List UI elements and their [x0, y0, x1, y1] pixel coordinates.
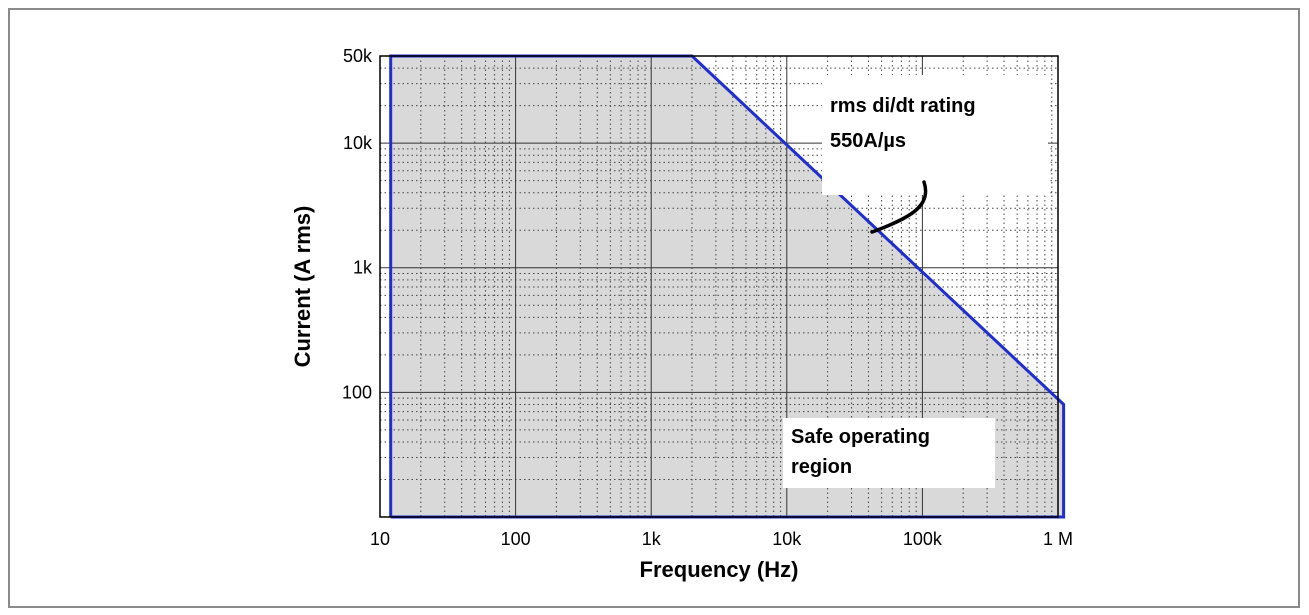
- y-tick-label: 10k: [343, 133, 373, 153]
- y-tick-label: 100: [342, 382, 372, 402]
- annotation-safe-line1: Safe operating: [791, 426, 930, 448]
- x-tick-label: 100: [501, 529, 531, 549]
- annotation-safe-line2: region: [791, 456, 852, 478]
- chart-svg: 10 100 1k 10k 100k 1 M 100 1k 10k 50k Frequency (…: [290, 46, 1073, 582]
- annotation-didt-line1: rms di/dt rating: [830, 95, 976, 117]
- annotation-pointer-curve: [870, 180, 928, 234]
- y-tick-label: 1k: [353, 258, 373, 278]
- annotation-didt-rating: rms di/dt rating 550A/µs: [822, 75, 1048, 234]
- x-tick-label: 10: [370, 529, 390, 549]
- x-axis-title: Frequency (Hz): [640, 557, 799, 582]
- annotation-safe-region: Safe operating region: [783, 418, 995, 488]
- annotation-didt-line2: 550A/µs: [830, 130, 906, 152]
- x-tick-label: 1k: [642, 529, 662, 549]
- y-axis-title: Current (A rms): [290, 206, 315, 368]
- plot-border: [379, 55, 1059, 518]
- x-tick-label: 1 M: [1043, 529, 1073, 549]
- x-tick-label: 100k: [903, 529, 943, 549]
- y-tick-label: 50k: [343, 46, 373, 66]
- safe-region-fill: [390, 56, 1064, 517]
- chart-frame: 10 100 1k 10k 100k 1 M 100 1k 10k 50k Frequency (…: [8, 8, 1300, 608]
- x-tick-label: 10k: [772, 529, 802, 549]
